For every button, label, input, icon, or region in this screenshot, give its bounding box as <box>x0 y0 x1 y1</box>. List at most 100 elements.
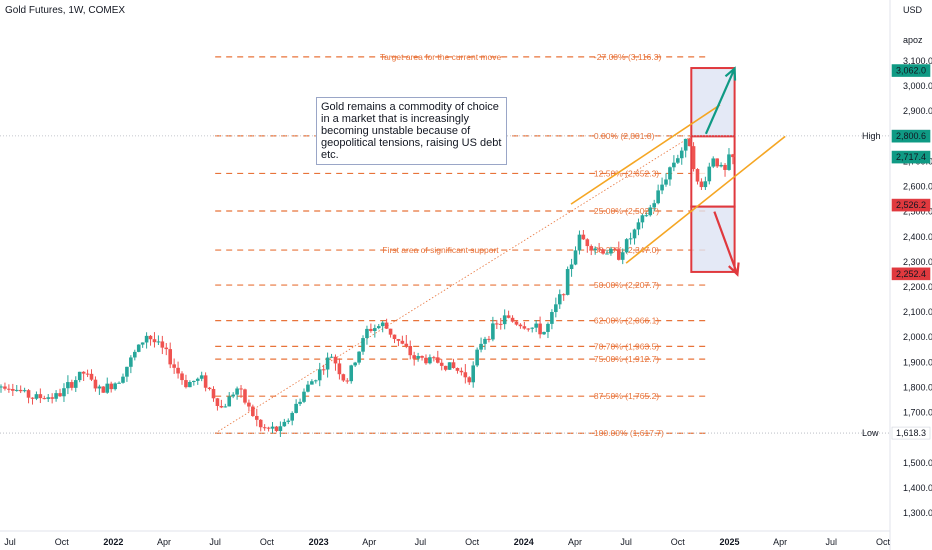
projection-line[interactable] <box>214 135 692 434</box>
candle-body <box>26 390 31 398</box>
price-label-box <box>891 64 931 77</box>
scenario-boxes[interactable] <box>690 67 736 273</box>
candle-body <box>416 355 420 359</box>
candle-body <box>125 366 129 377</box>
price-label-box <box>891 198 931 212</box>
candle-body <box>404 343 409 347</box>
candle-body <box>518 324 523 327</box>
candle-body <box>215 398 220 406</box>
price-tick-label: 2,100.0 <box>903 307 932 317</box>
annotation-note[interactable]: Gold remains a commodity of choice in a … <box>316 97 507 165</box>
candle-body <box>168 349 173 365</box>
trend-channel[interactable] <box>570 104 786 264</box>
candle-body <box>412 355 416 359</box>
price-tick-label: 1,900.0 <box>903 357 932 367</box>
currency-sub-label: apoz <box>903 35 923 45</box>
scenario-arrows[interactable] <box>704 66 740 277</box>
candle-body <box>321 369 326 371</box>
candle-body <box>62 388 66 397</box>
candle-body <box>589 246 594 251</box>
time-tick-label: Oct <box>260 537 275 547</box>
candle-body <box>317 369 322 381</box>
arrow-head <box>728 262 740 277</box>
candle-body <box>81 371 86 374</box>
candle-body <box>605 253 609 255</box>
candle-body <box>554 304 558 313</box>
projection-dotted-line <box>214 135 692 434</box>
candle-body <box>302 391 306 402</box>
candle-body <box>85 373 90 375</box>
candle-body <box>565 269 570 295</box>
time-tick-label: Oct <box>465 537 480 547</box>
fib-level-label: 75.00% (1,912.7) <box>594 354 659 364</box>
fib-level-label: 70.70% (1,963.5) <box>594 341 659 351</box>
candle-body <box>357 351 361 363</box>
candle-body <box>353 362 357 366</box>
candle-body <box>550 312 554 324</box>
candle-body <box>121 376 125 383</box>
candle-body <box>656 190 660 204</box>
arrow-head <box>724 66 737 81</box>
candle-body <box>609 248 613 254</box>
fib-annotation: Target area for the current move <box>380 52 502 62</box>
price-tick-label: 1,400.0 <box>903 483 932 493</box>
time-tick-label: Jul <box>209 537 221 547</box>
candle-body <box>561 294 566 296</box>
price-tick-label: 3,100.0 <box>903 56 932 66</box>
candle-body <box>475 349 479 366</box>
time-axis[interactable]: Jul Oct 2022 Apr Jul Oct 2023 Apr Jul Oct 2024 Apr J… <box>4 537 890 547</box>
price-axis[interactable]: 3,100.03,000.02,900.02,700.02,600.02,500… <box>903 56 932 518</box>
fib-annotation: First area of significant support <box>382 245 499 255</box>
candle-body <box>349 365 354 382</box>
time-tick-label: Jul <box>415 537 427 547</box>
candle-body <box>636 222 641 230</box>
candle-body <box>101 386 106 393</box>
time-tick-label: Apr <box>362 537 376 547</box>
candle-body <box>459 370 464 373</box>
candle-body <box>266 427 271 429</box>
candle-body <box>373 328 377 331</box>
candle-body <box>310 381 314 385</box>
candle-body <box>715 158 719 167</box>
time-tick-label: Apr <box>773 537 787 547</box>
candle-body <box>18 389 23 392</box>
fib-level-label: 50.00% (2,207.7) <box>594 280 659 290</box>
candle-body <box>679 150 684 159</box>
price-tick-label: 2,500.0 <box>903 207 932 217</box>
candle-body <box>117 382 121 384</box>
candle-body <box>223 406 228 408</box>
candle-body <box>384 322 389 329</box>
price-label-text: 2,800.6 <box>896 131 926 141</box>
scenario-box <box>690 67 736 138</box>
candle-body <box>262 427 267 429</box>
candle-body <box>569 264 574 270</box>
channel-line <box>625 135 786 264</box>
candle-body <box>628 238 633 240</box>
candle-body <box>632 229 637 239</box>
scenario-box <box>690 205 736 273</box>
candle-body <box>337 363 342 375</box>
candle-body <box>719 164 723 167</box>
candle-body <box>192 380 196 383</box>
candle-body <box>333 356 338 364</box>
candle-body <box>664 179 668 185</box>
candle-body <box>231 394 235 397</box>
time-tick-label: Oct <box>876 537 891 547</box>
price-label-box <box>891 150 931 164</box>
price-tick-label: 1,300.0 <box>903 508 932 518</box>
candle-body <box>172 364 176 368</box>
candle-body <box>471 365 476 383</box>
price-tick-label: 2,200.0 <box>903 282 932 292</box>
candle-body <box>538 323 542 335</box>
price-label-text: 2,717.4 <box>896 152 926 162</box>
candle-body <box>369 328 373 331</box>
candle-body <box>254 415 259 420</box>
candle-body <box>479 343 483 350</box>
candle-body <box>73 380 78 388</box>
candle-body <box>109 383 113 390</box>
candle-body <box>396 339 401 341</box>
candle-body <box>251 406 255 416</box>
candle-body <box>648 207 653 216</box>
candle-body <box>510 317 515 322</box>
